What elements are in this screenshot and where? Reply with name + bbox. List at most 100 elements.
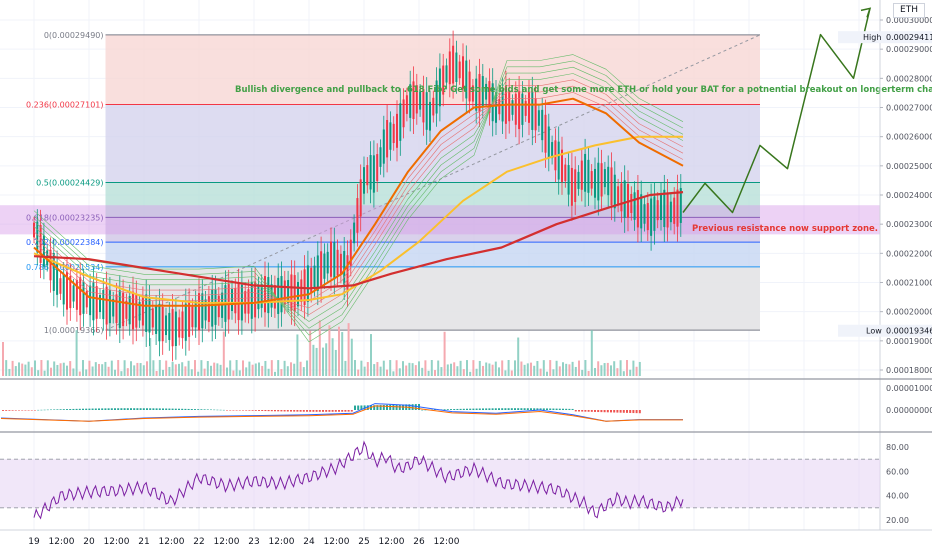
volume-bar [46,360,49,376]
macd-bar [270,410,273,412]
candle-body [656,200,659,221]
macd-bar [322,410,324,412]
price-axis-label: 0.00020000 [886,308,932,317]
macd-bar [498,408,500,410]
volume-bar [504,370,507,376]
macd-bar [632,410,635,414]
volume-bar [610,365,612,376]
macd-bar [206,409,209,410]
volume-bar [11,360,14,376]
volume-bar [357,369,360,376]
candle-body [89,285,92,316]
candle-body [528,92,530,123]
candle-body [643,204,646,224]
volume-bar [261,365,264,376]
macd-bar [414,404,417,410]
volume-bar [347,323,350,376]
macd-bar [565,408,568,410]
volume-bar [206,361,209,376]
macd-bar [302,410,305,412]
volume-bar [82,360,84,376]
volume-bar [94,362,97,376]
macd-bar [110,408,113,410]
volume-bar [318,320,321,376]
macd-bar [75,408,78,410]
volume-bar [8,368,11,376]
rsi-band [0,459,880,508]
high-marker-value: 0.00029411 [886,33,932,42]
candle-body [663,189,666,228]
candle-body [567,165,570,195]
candle-body [260,283,263,308]
macd-bar [331,410,334,412]
volume-bar [379,366,382,376]
macd-bar [549,408,552,410]
volume-bar [526,363,529,376]
low-marker-bg [838,324,932,337]
volume-bar [274,371,276,376]
macd-bar [366,405,369,410]
macd-bar [85,408,88,410]
candle-body [435,80,438,114]
candle-body [346,255,349,293]
macd-bar [197,409,200,410]
candle-body [607,166,610,196]
candle-body [95,286,98,319]
candle-body [188,302,191,337]
fib-zone [105,34,760,105]
candle-body [623,180,626,218]
time-axis-label: 20 [83,537,95,547]
macd-bar [638,410,641,414]
macd-bar [546,408,548,410]
candle-body [660,193,662,221]
volume-bar [443,331,446,376]
candle-body [108,290,111,324]
macd-bar [168,408,171,410]
candle-body [620,183,623,212]
candle-body [105,286,108,325]
time-axis-label: 19 [28,537,40,547]
volume-bar [338,326,340,376]
macd-bar [254,410,257,411]
volume-bar [459,360,462,376]
macd-bar [571,408,574,410]
candle-body [287,280,290,304]
candle-body [511,100,514,115]
macd-bar [578,410,580,412]
macd-bar [530,408,532,410]
candle-body [521,93,524,125]
candle-body [382,129,385,164]
candle-body [419,91,422,110]
volume-bar [107,366,110,376]
volume-bar [462,369,465,376]
volume-bar [427,370,430,376]
fib-level-label: 0(0.00029490) [44,31,104,40]
volume-bar [203,368,206,376]
volume-bar [574,366,577,376]
volume-bar [114,369,116,376]
macd-bar [517,408,520,410]
macd-bar [248,410,251,411]
macd-bar [434,409,436,411]
candle-body [297,281,299,307]
volume-bar [386,369,388,376]
macd-bar [251,410,254,411]
volume-bar [194,360,196,376]
volume-bar [587,371,590,376]
macd-bar [37,409,40,411]
candle-body [465,60,468,99]
volume-bar [149,338,152,376]
volume-bar [290,362,292,376]
candle-body [669,201,672,223]
volume-bar [130,361,132,376]
candle-body [247,289,250,314]
candle-body [508,90,511,122]
volume-bar [491,364,494,376]
candle-body [112,298,115,317]
volume-bar [475,368,478,376]
macd-bar [507,408,510,410]
candle-body [234,288,237,314]
macd-bar [235,410,238,411]
volume-bar [440,367,443,376]
macd-bar [46,409,49,411]
